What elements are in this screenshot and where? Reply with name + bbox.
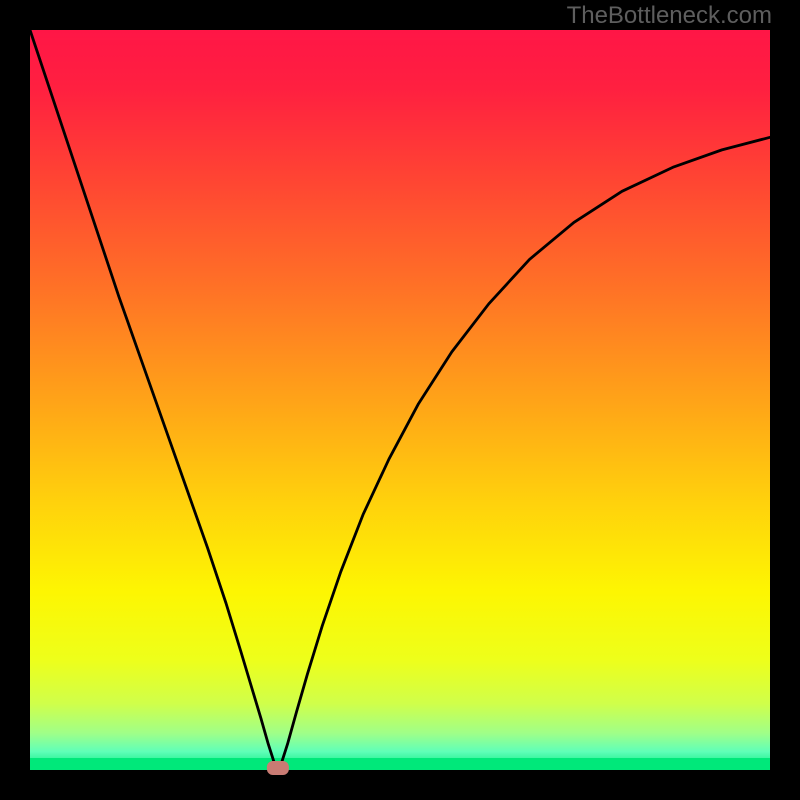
apex-marker: [267, 761, 289, 775]
plot-background: [30, 30, 770, 770]
chart-container: TheBottleneck.com: [0, 0, 800, 800]
bottom-green-strip: [30, 758, 770, 770]
chart-svg: [0, 0, 800, 800]
